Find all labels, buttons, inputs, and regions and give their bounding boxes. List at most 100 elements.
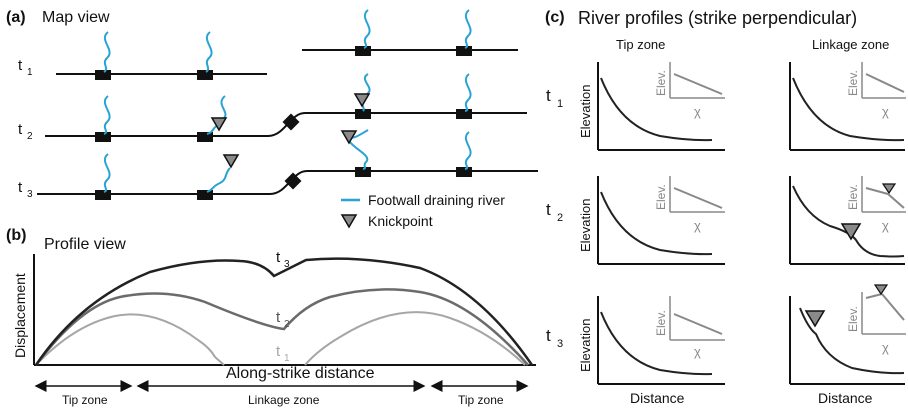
y-axis-label: Displacement xyxy=(12,273,28,358)
river xyxy=(464,73,472,112)
chi-inset xyxy=(669,296,725,341)
river xyxy=(205,31,213,73)
river xyxy=(363,73,371,95)
time-label-main: t xyxy=(18,57,23,74)
time-label-main: t xyxy=(18,121,23,138)
inset-x-label: χ xyxy=(882,340,889,355)
profile-plot-linkage-t2 xyxy=(789,176,906,265)
time-label-t2: t 2 xyxy=(18,121,33,142)
knickpoint-icon xyxy=(210,117,228,132)
rivers xyxy=(103,9,472,193)
fault-block xyxy=(355,109,371,119)
inset-line xyxy=(881,293,905,321)
displacement-curve-t3 xyxy=(34,257,534,366)
inset-x-label: χ xyxy=(882,218,889,233)
profile-curve xyxy=(600,77,713,142)
row-label-main: t xyxy=(546,200,551,219)
map-legend: Footwall draining river Knickpoint xyxy=(340,192,505,229)
zone-label-tip-left: Tip zone xyxy=(62,393,108,407)
x-axis-label-linkage: Distance xyxy=(818,390,873,406)
displacement-curve-t1 xyxy=(304,311,526,366)
river xyxy=(464,9,472,49)
panel-a-title: Map view xyxy=(42,9,110,26)
inset-y-label: Elev. xyxy=(846,70,860,96)
panel-c-letter: (c) xyxy=(545,9,565,26)
fault-block xyxy=(456,109,472,119)
row-label-t1: t 1 xyxy=(546,86,563,110)
fault-block xyxy=(456,46,472,56)
x-axis-label: Along-strike distance xyxy=(226,365,375,382)
profile-plot-tip-t1 xyxy=(597,62,725,151)
inset-x-label: χ xyxy=(694,344,701,359)
panel-c-title: River profiles (strike perpendicular) xyxy=(578,8,857,28)
chi-inset xyxy=(861,176,906,213)
profile-curve xyxy=(792,185,905,258)
fault-block xyxy=(456,167,472,177)
row-label-sub: 3 xyxy=(557,338,563,350)
fault-block xyxy=(355,46,371,56)
fault-blocks xyxy=(95,46,472,200)
chi-inset xyxy=(861,62,906,99)
time-label-sub: 3 xyxy=(27,189,33,200)
row-label-sub: 2 xyxy=(557,212,563,224)
panel-a: (a) Map view t 1 t 2 t 3 xyxy=(6,9,538,229)
profile-curve xyxy=(792,77,905,142)
y-axis-label-tip-t1: Elevation xyxy=(578,85,593,138)
inset-y-label: Elev. xyxy=(654,310,668,336)
y-axis-label-tip-t2: Elevation xyxy=(578,199,593,252)
profile-plot-linkage-t3 xyxy=(789,284,906,385)
displacement-curve-t1 xyxy=(35,313,225,366)
inset-line xyxy=(673,313,723,335)
time-label-sub: 1 xyxy=(27,67,33,78)
knickpoint-icon xyxy=(840,223,862,241)
knickpoint-icon xyxy=(881,183,897,195)
fault-block xyxy=(197,190,213,200)
column-label-tip: Tip zone xyxy=(616,37,665,52)
knickpoint-icon xyxy=(222,154,240,169)
curve-label-sub: 1 xyxy=(284,353,290,364)
inset-line xyxy=(673,187,723,209)
curve-label-main: t xyxy=(276,249,281,266)
chi-inset xyxy=(861,284,906,335)
knickpoint-icon xyxy=(340,130,358,145)
inset-y-label: Elev. xyxy=(654,70,668,96)
river xyxy=(363,9,371,49)
inset-y-label: Elev. xyxy=(846,184,860,210)
y-axis-label-tip-t3: Elevation xyxy=(578,319,593,372)
curve-label-t1: t 1 xyxy=(276,343,290,364)
inset-line xyxy=(865,293,883,299)
inset-y-label: Elev. xyxy=(846,306,860,332)
inset-line xyxy=(887,193,905,209)
curve-label-main: t xyxy=(276,309,281,326)
row-label-main: t xyxy=(546,86,551,105)
river xyxy=(349,141,369,170)
inset-x-label: χ xyxy=(694,218,701,233)
linkage-marker-t3 xyxy=(284,172,302,190)
profile-curve xyxy=(600,311,713,376)
river xyxy=(103,153,111,193)
panel-c: (c) River profiles (strike perpendicular… xyxy=(545,8,906,406)
fault-block xyxy=(95,132,111,142)
inset-line xyxy=(865,73,905,93)
row-label-t3: t 3 xyxy=(546,326,563,350)
x-axis-label-tip: Distance xyxy=(630,390,685,406)
linkage-marker-t2 xyxy=(282,113,300,131)
fault-block xyxy=(95,190,111,200)
profile-curve xyxy=(799,307,905,375)
row-label-sub: 1 xyxy=(557,98,563,110)
fault-block xyxy=(95,70,111,80)
time-label-t3: t 3 xyxy=(18,179,33,200)
curve-label-t3: t 3 xyxy=(276,249,290,270)
inset-line xyxy=(673,73,723,95)
time-label-main: t xyxy=(18,179,23,196)
river xyxy=(103,31,111,73)
inset-y-label: Elev. xyxy=(654,184,668,210)
zone-label-tip-right: Tip zone xyxy=(458,393,504,407)
fault-block xyxy=(197,70,213,80)
chi-inset xyxy=(669,176,725,213)
river xyxy=(103,95,111,135)
row-label-t2: t 2 xyxy=(546,200,563,224)
fault-block xyxy=(355,167,371,177)
curve-label-sub: 2 xyxy=(284,319,290,330)
